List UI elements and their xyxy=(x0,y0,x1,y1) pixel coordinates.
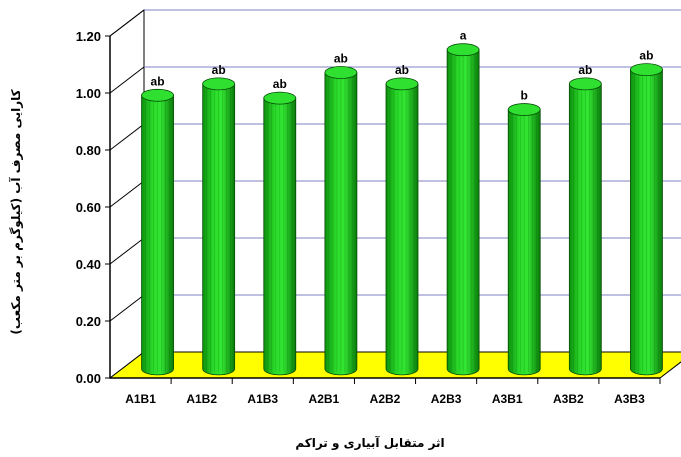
data-label: a xyxy=(460,29,467,43)
bar-body xyxy=(263,97,297,376)
bar xyxy=(324,66,358,376)
x-tick-label: A1B3 xyxy=(247,392,278,406)
y-axis-title: کارایی مصرف آب (کیلوگرم بر متر مکعب) xyxy=(8,89,24,334)
data-label: ab xyxy=(273,77,287,91)
bar-top xyxy=(446,43,480,57)
y-tick-label: 0.20 xyxy=(76,314,101,329)
bar-top xyxy=(568,77,602,91)
data-label: ab xyxy=(151,74,165,88)
side-gridline xyxy=(109,180,145,208)
y-tick-label: 0.80 xyxy=(76,143,101,158)
bar-top xyxy=(385,77,419,91)
bar xyxy=(568,77,602,376)
bar xyxy=(263,91,297,376)
data-label: ab xyxy=(334,52,348,66)
side-gridline xyxy=(109,294,145,322)
y-tick-label: 0.00 xyxy=(76,371,101,386)
data-label: ab xyxy=(212,63,226,77)
x-tick-label: A1B1 xyxy=(125,392,156,406)
bar-top xyxy=(630,63,663,77)
data-label: b xyxy=(521,89,528,103)
side-gridline xyxy=(109,66,145,94)
x-tick-label: A3B1 xyxy=(492,392,523,406)
bar xyxy=(202,77,236,376)
side-gridline xyxy=(109,237,145,265)
x-tick-label: A3B2 xyxy=(553,392,584,406)
data-label: ab xyxy=(395,63,409,77)
side-gridline xyxy=(109,9,145,37)
y-tick-labels: 0.00 0.20 0.40 0.60 0.80 1.00 1.20 xyxy=(76,29,101,386)
bar-body xyxy=(568,83,602,376)
bar xyxy=(446,43,480,376)
bar-body xyxy=(630,69,663,376)
bar-top xyxy=(507,103,541,116)
y-tick-label: 0.60 xyxy=(76,200,101,215)
axes xyxy=(105,35,661,384)
bar-top xyxy=(141,88,174,102)
x-tick-label: A3B3 xyxy=(614,392,645,406)
x-tick-label: A2B3 xyxy=(431,392,462,406)
bar xyxy=(385,77,419,376)
bar-body xyxy=(141,94,174,376)
gridlines xyxy=(109,9,681,322)
bar-body xyxy=(202,83,236,376)
x-tick-label: A2B1 xyxy=(309,392,340,406)
bar-top xyxy=(263,91,297,105)
x-axis-title: اثر متقابل آبیاری و تراکم xyxy=(295,435,444,451)
data-label: ab xyxy=(639,49,653,63)
side-gridline xyxy=(109,123,145,151)
y-tick-label: 1.00 xyxy=(76,86,101,101)
bar-body xyxy=(507,109,541,376)
bar-body xyxy=(446,49,480,376)
bar-body xyxy=(385,83,419,376)
x-tick-labels: A1B1 A1B2 A1B3 A2B1 A2B2 A2B3 A3B1 A3B2 A3B3 xyxy=(125,392,645,406)
bar xyxy=(630,63,663,376)
x-tick-label: A1B2 xyxy=(186,392,217,406)
y-tick-label: 0.40 xyxy=(76,257,101,272)
data-label: ab xyxy=(578,63,592,77)
bar xyxy=(141,88,174,376)
x-tick-label: A2B2 xyxy=(370,392,401,406)
bars xyxy=(141,43,663,376)
bar-top xyxy=(202,77,236,91)
bar-body xyxy=(324,72,358,376)
bar-top xyxy=(324,66,358,79)
y-tick-label: 1.20 xyxy=(76,29,101,44)
bar xyxy=(507,103,541,376)
